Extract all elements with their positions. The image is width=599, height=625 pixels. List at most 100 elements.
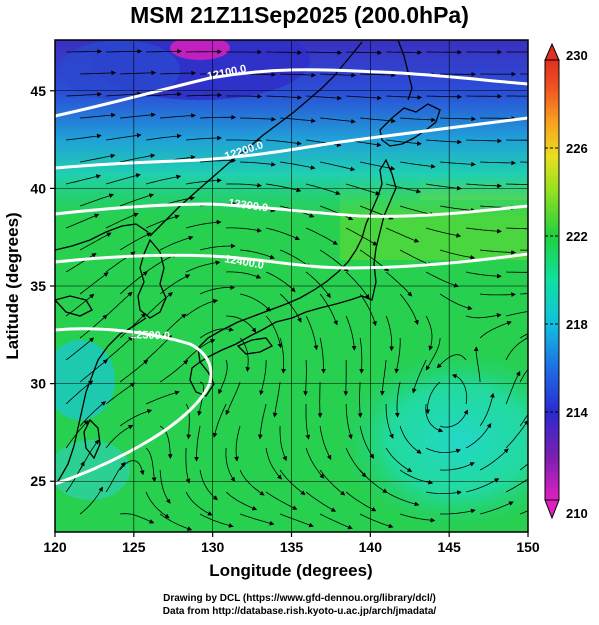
coast-japan-honshu xyxy=(197,158,397,364)
x-axis-title: Longitude (degrees) xyxy=(209,561,372,580)
streamline-110 xyxy=(159,235,194,251)
streamline-68 xyxy=(400,161,436,169)
streamline-192 xyxy=(65,380,94,405)
streamline-61 xyxy=(120,153,156,163)
streamline-24 xyxy=(66,92,102,97)
streamline-66 xyxy=(320,161,356,172)
streamline-213 xyxy=(439,409,468,428)
streamline-138 xyxy=(319,293,338,326)
streamline-5 xyxy=(266,50,303,55)
streamline-149 xyxy=(265,315,283,349)
streamline-211 xyxy=(359,425,375,459)
x-tick-label-145: 145 xyxy=(437,539,461,555)
streamline-83 xyxy=(506,183,528,185)
streamline-133 xyxy=(119,271,148,295)
streamline-238 xyxy=(479,448,509,471)
streamline-125 xyxy=(265,271,296,293)
contour-12100 xyxy=(55,68,528,118)
credit-line-1: Drawing by DCL (https://www.gfd-dennou.o… xyxy=(163,593,436,604)
streamline-233 xyxy=(279,469,306,496)
streamline-147 xyxy=(185,298,219,317)
streamline-101 xyxy=(265,227,300,241)
streamline-256 xyxy=(239,513,275,526)
x-tick-label-150: 150 xyxy=(516,539,540,555)
streamline-100 xyxy=(226,227,262,233)
streamline-205 xyxy=(119,409,153,427)
coast-china-east xyxy=(55,223,149,487)
coast-korea xyxy=(137,238,167,319)
coast-shandong xyxy=(55,295,93,317)
streamline-169 xyxy=(105,336,133,361)
streamline-80 xyxy=(385,183,422,194)
streamline-18 xyxy=(320,72,357,78)
streamline-85 xyxy=(119,193,155,207)
streamline-245 xyxy=(265,491,298,510)
streamline-190 xyxy=(473,346,481,383)
streamline-17 xyxy=(280,72,317,78)
streamline-201 xyxy=(425,403,444,433)
streamline-203 xyxy=(505,370,521,405)
streamline-50 xyxy=(146,133,182,141)
streamline-193 xyxy=(105,382,135,405)
streamline-220 xyxy=(225,447,236,483)
streamline-151 xyxy=(345,315,357,351)
streamline-7 xyxy=(346,50,383,55)
streamline-202 xyxy=(451,374,468,405)
streamline-119 xyxy=(520,249,528,251)
streamline-51 xyxy=(186,135,222,141)
streamline-209 xyxy=(279,425,287,462)
streamline-222 xyxy=(305,447,325,479)
streamline-196 xyxy=(212,403,227,438)
streamline-250 xyxy=(465,478,500,493)
streamline-230 xyxy=(159,469,171,504)
streamline-118 xyxy=(480,249,516,255)
y-axis: 25 30 35 40 45 xyxy=(30,83,55,489)
streamline-227 xyxy=(505,419,528,449)
streamline-188 xyxy=(394,381,401,418)
streamline-187 xyxy=(357,381,363,418)
streamline-98 xyxy=(145,214,180,229)
streamline-153 xyxy=(425,315,434,351)
cb-tick-label-210: 210 xyxy=(566,506,588,521)
streamline-162 xyxy=(319,337,326,374)
streamline-237 xyxy=(440,462,475,471)
credits: Drawing by DCL (https://www.gfd-dennou.o… xyxy=(0,592,599,618)
streamline-116 xyxy=(399,249,433,267)
contour-12400 xyxy=(55,252,528,270)
streamline-185 xyxy=(272,381,281,418)
streamline-113 xyxy=(279,249,312,268)
streamline-140 xyxy=(399,293,419,325)
contour-label-12300: 12300.0 xyxy=(228,197,269,214)
streamline-241 xyxy=(105,461,126,493)
x-tick-label-130: 130 xyxy=(201,539,225,555)
streamline-261 xyxy=(440,508,476,515)
colorbar: 210 214 218 222 226 230 xyxy=(544,42,588,521)
colorbar-gradient xyxy=(544,59,560,501)
streamline-97 xyxy=(105,212,139,229)
streamline-166 xyxy=(479,320,512,339)
streamline-156 xyxy=(79,314,108,339)
streamline-223 xyxy=(345,447,367,478)
colorbar-min-triangle xyxy=(544,499,560,520)
cb-tick-label-214: 214 xyxy=(566,405,588,420)
streamline-84 xyxy=(79,193,115,207)
y-tick-label-35: 35 xyxy=(30,278,46,294)
streamline-212 xyxy=(399,425,422,454)
streamline-198 xyxy=(305,403,311,440)
wind-streamlines xyxy=(65,48,528,531)
streamline-13 xyxy=(120,70,157,76)
x-tick-label-135: 135 xyxy=(280,539,304,555)
y-axis-title: Latitude (degrees) xyxy=(3,212,22,359)
streamline-232 xyxy=(239,469,265,496)
streamline-184 xyxy=(225,381,241,416)
streamline-105 xyxy=(425,227,462,238)
streamline-19 xyxy=(360,72,397,78)
streamline-191 xyxy=(519,368,528,383)
streamline-27 xyxy=(186,92,223,98)
contour-label-12500: 12500.0 xyxy=(130,329,170,342)
streamline-221 xyxy=(265,447,282,480)
streamline-197 xyxy=(257,403,267,440)
streamline-36 xyxy=(80,112,116,119)
streamline-43 xyxy=(360,117,396,124)
streamline-207 xyxy=(194,425,201,462)
